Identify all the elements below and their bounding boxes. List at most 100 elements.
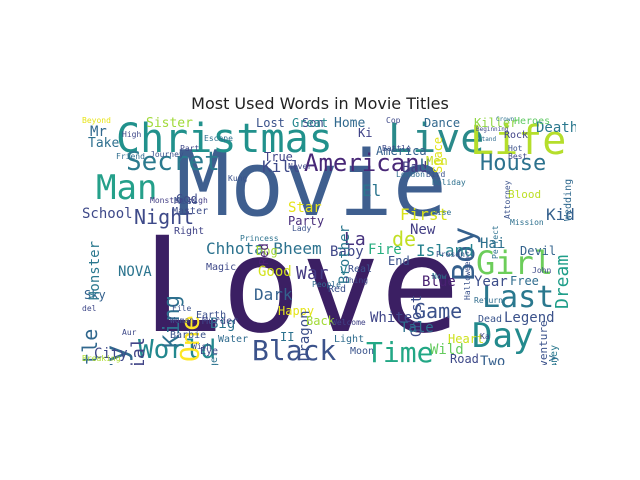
word-good: Good: [258, 264, 292, 280]
word-true: True: [264, 150, 293, 164]
word-water: Water: [218, 334, 249, 345]
word-right: Right: [174, 226, 205, 237]
word-file: File: [172, 304, 192, 313]
word-great: Great: [292, 116, 329, 130]
word-eye: Eye: [200, 346, 219, 357]
word-game: Game: [414, 299, 463, 323]
word-journey: Journey: [150, 150, 184, 159]
word-cop: Cop: [386, 116, 401, 125]
word-blood: Blood: [508, 188, 542, 201]
word-hot: Hot: [508, 144, 523, 153]
word-london: London: [396, 170, 425, 179]
word-love: Love: [142, 209, 460, 363]
word-escape: Escape: [204, 134, 233, 143]
word-death: Death: [536, 120, 576, 136]
word-welcome: Welcome: [332, 318, 366, 327]
word-monster: Monster: [87, 240, 103, 300]
word-wish: Wish: [192, 342, 212, 351]
word-war: War: [296, 263, 329, 284]
word-thing: Thing: [344, 276, 369, 285]
word-real: Real: [348, 264, 373, 275]
word-fire: Fire: [368, 242, 402, 258]
word-big: Big: [210, 316, 236, 332]
word-u: U: [420, 155, 430, 174]
word-heroes: Heroes: [514, 116, 551, 127]
word-christmas: Christmas: [116, 116, 333, 162]
word-hai: Hai: [480, 236, 506, 252]
word-friend: Friend: [116, 152, 145, 161]
word-ka: Ka: [480, 332, 490, 341]
word-devil: Devil: [520, 244, 557, 258]
word-live: Live: [388, 116, 485, 162]
word-light: Light: [334, 334, 365, 345]
word-killer: Killer: [474, 116, 518, 130]
word-el: El: [362, 181, 382, 200]
word-magic: Magic: [206, 262, 237, 273]
word-house: House: [480, 151, 547, 176]
word-miss: Miss: [174, 196, 199, 207]
word-v: V: [340, 264, 348, 278]
word-take: Take: [88, 136, 120, 151]
word-high: High: [122, 130, 142, 139]
word-master: Master: [172, 206, 209, 217]
word-dance: Dance: [424, 116, 461, 130]
word-party: Party: [288, 214, 325, 228]
word-lady: Lady: [292, 224, 312, 233]
word-dog: Dog: [256, 244, 278, 258]
word-del: del: [82, 304, 97, 313]
word-return: Return: [474, 296, 503, 305]
word-people: People: [312, 280, 341, 289]
word-night: Night: [134, 205, 195, 229]
word-part: Part: [180, 144, 200, 153]
word-nova: NOVA: [118, 264, 152, 280]
word-woman: Woman: [170, 316, 195, 325]
word-secret: Secret: [126, 147, 220, 177]
word-rock: Rock: [504, 130, 529, 141]
word-red: Red: [257, 242, 271, 265]
word-beyond: Beyond: [82, 116, 111, 125]
word-star: Star: [288, 200, 322, 216]
word-murder: Murder: [202, 316, 239, 327]
word-perfect: Perfect: [491, 224, 500, 259]
word-best: Best: [508, 152, 528, 161]
word-de: de: [392, 227, 417, 251]
word-blue: Blue: [422, 274, 456, 290]
word-movie: Movie: [176, 132, 447, 237]
word-road: Road: [450, 352, 479, 365]
word-bad: Bad: [402, 160, 428, 176]
word-time: Time: [366, 336, 434, 366]
word-kill: Kill: [262, 157, 301, 176]
word-battle: Battle: [382, 144, 411, 153]
word-dead: Dead: [478, 314, 503, 325]
word-wild: Wild: [430, 342, 464, 358]
word-princess: Princess: [240, 234, 279, 243]
word-baby: Baby: [330, 244, 364, 260]
word-money: Money: [549, 344, 560, 365]
word-space: Space: [431, 136, 445, 173]
word-la: La: [344, 229, 366, 250]
word-special: Special: [128, 337, 149, 365]
word-tiger: Tiger: [209, 351, 220, 365]
word-son: Son: [302, 116, 324, 130]
word-cloud: Love Movie Christmas Live Life Man Secret Ameri…: [80, 115, 576, 365]
word-life: Life: [470, 118, 567, 164]
word-happy: Happy: [278, 304, 315, 318]
word-moon: Moon: [350, 346, 375, 357]
word-white: White: [370, 310, 413, 326]
word-monsterhigh: Monster High: [150, 196, 208, 205]
word-crown: Crown: [496, 116, 515, 123]
word-school: School: [82, 206, 133, 222]
word-never: Never: [288, 162, 313, 171]
word-island: Island: [416, 241, 474, 260]
word-america: America: [376, 144, 427, 158]
word-stand: Stand: [478, 136, 497, 143]
word-dream: Dream: [552, 254, 573, 309]
word-halloween: Halloween: [463, 256, 472, 301]
word-beginning: Beginning: [476, 126, 509, 133]
word-present: Present: [436, 250, 470, 259]
word-american: American: [304, 149, 420, 177]
word-holiday: Holiday: [432, 178, 466, 187]
word-tale: Tale: [400, 320, 434, 336]
word-men: Men: [426, 154, 448, 168]
word-new: New: [410, 222, 436, 238]
